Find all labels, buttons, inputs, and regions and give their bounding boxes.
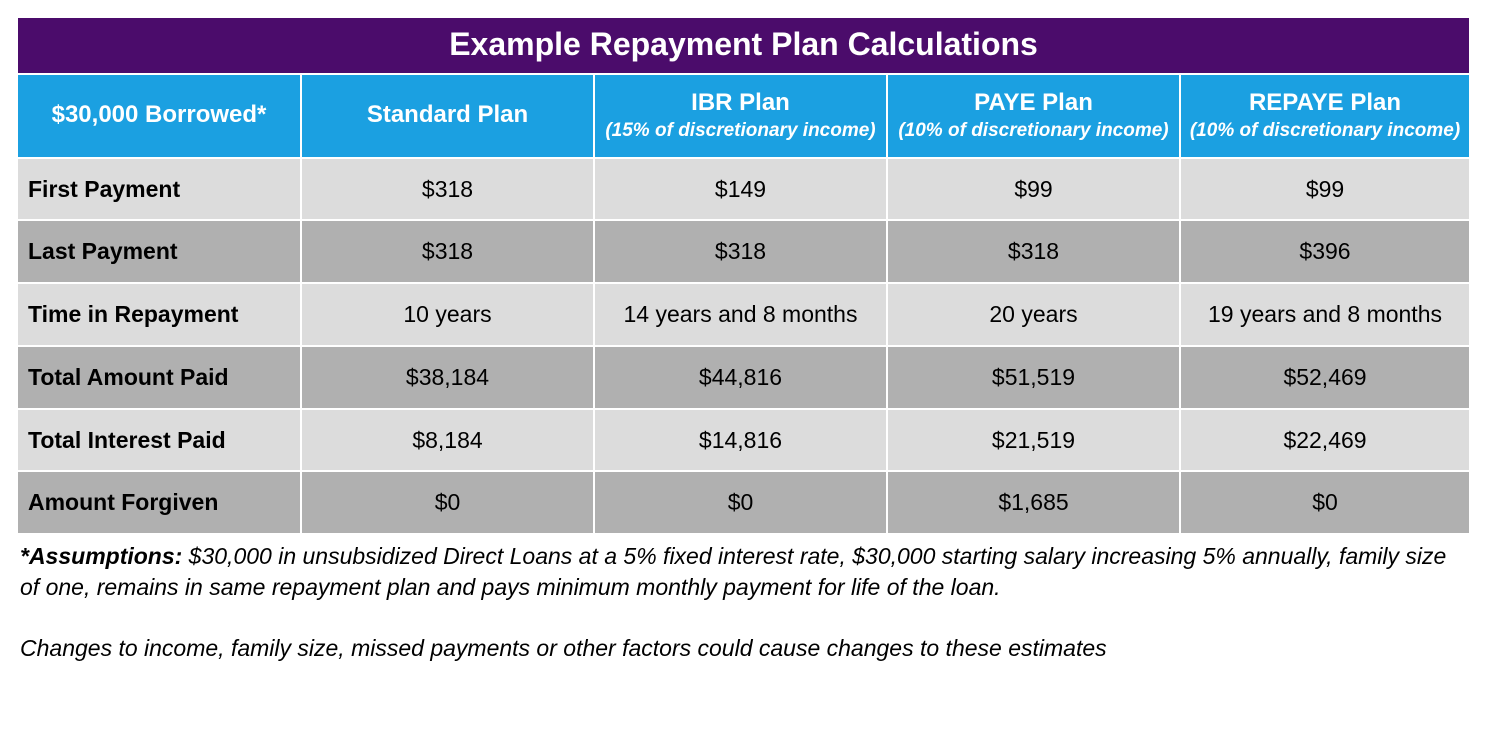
column-header: PAYE Plan (10% of discretionary income) bbox=[887, 74, 1180, 158]
column-header-label: REPAYE Plan bbox=[1249, 89, 1401, 116]
table-row: First Payment$318$149$99$99 bbox=[17, 158, 1470, 221]
repayment-table-container: Example Repayment Plan Calculations $30,… bbox=[16, 16, 1469, 664]
table-cell: $38,184 bbox=[301, 346, 594, 409]
table-cell: 10 years bbox=[301, 283, 594, 346]
title-row: Example Repayment Plan Calculations bbox=[17, 17, 1470, 74]
column-header-label: PAYE Plan bbox=[974, 89, 1093, 116]
table-cell: $99 bbox=[887, 158, 1180, 221]
table-row: Time in Repayment10 years14 years and 8 … bbox=[17, 283, 1470, 346]
row-label: Amount Forgiven bbox=[17, 471, 301, 534]
column-header-sub: (10% of discretionary income) bbox=[896, 120, 1171, 143]
row-label: Total Interest Paid bbox=[17, 409, 301, 472]
row-label: Last Payment bbox=[17, 220, 301, 283]
table-cell: $318 bbox=[301, 220, 594, 283]
table-cell: 14 years and 8 months bbox=[594, 283, 887, 346]
header-row: $30,000 Borrowed* Standard Plan IBR Plan (1… bbox=[17, 74, 1470, 158]
table-cell: $0 bbox=[594, 471, 887, 534]
column-header: IBR Plan (15% of discretionary income) bbox=[594, 74, 887, 158]
table-row: Amount Forgiven$0$0$1,685$0 bbox=[17, 471, 1470, 534]
table-cell: 20 years bbox=[887, 283, 1180, 346]
table-cell: $14,816 bbox=[594, 409, 887, 472]
table-cell: $22,469 bbox=[1180, 409, 1470, 472]
column-header-sub: (10% of discretionary income) bbox=[1189, 120, 1461, 143]
table-title: Example Repayment Plan Calculations bbox=[17, 17, 1470, 74]
column-header: $30,000 Borrowed* bbox=[17, 74, 301, 158]
table-row: Last Payment$318$318$318$396 bbox=[17, 220, 1470, 283]
repayment-table: Example Repayment Plan Calculations $30,… bbox=[16, 16, 1471, 535]
row-label: First Payment bbox=[17, 158, 301, 221]
footnote-label: *Assumptions: bbox=[20, 543, 182, 569]
table-row: Total Amount Paid$38,184$44,816$51,519$5… bbox=[17, 346, 1470, 409]
table-cell: $8,184 bbox=[301, 409, 594, 472]
table-cell: $149 bbox=[594, 158, 887, 221]
table-cell: $99 bbox=[1180, 158, 1470, 221]
footnote-text-1: $30,000 in unsubsidized Direct Loans at … bbox=[20, 543, 1446, 600]
column-header: Standard Plan bbox=[301, 74, 594, 158]
column-header-label: Standard Plan bbox=[367, 101, 528, 128]
column-header-label: $30,000 Borrowed* bbox=[52, 101, 267, 128]
table-cell: $318 bbox=[594, 220, 887, 283]
table-cell: $396 bbox=[1180, 220, 1470, 283]
table-cell: $0 bbox=[1180, 471, 1470, 534]
column-header-label: IBR Plan bbox=[691, 89, 790, 116]
table-cell: $0 bbox=[301, 471, 594, 534]
row-label: Total Amount Paid bbox=[17, 346, 301, 409]
table-cell: $318 bbox=[887, 220, 1180, 283]
table-cell: $21,519 bbox=[887, 409, 1180, 472]
table-row: Total Interest Paid$8,184$14,816$21,519$… bbox=[17, 409, 1470, 472]
table-cell: $44,816 bbox=[594, 346, 887, 409]
table-cell: 19 years and 8 months bbox=[1180, 283, 1470, 346]
table-cell: $1,685 bbox=[887, 471, 1180, 534]
column-header-sub: (15% of discretionary income) bbox=[603, 120, 878, 143]
footnote-gap bbox=[16, 603, 1469, 627]
footnote-assumptions: *Assumptions: $30,000 in unsubsidized Di… bbox=[16, 535, 1469, 603]
table-cell: $318 bbox=[301, 158, 594, 221]
table-cell: $51,519 bbox=[887, 346, 1180, 409]
footnote-changes: Changes to income, family size, missed p… bbox=[16, 627, 1469, 664]
table-cell: $52,469 bbox=[1180, 346, 1470, 409]
column-header: REPAYE Plan (10% of discretionary income) bbox=[1180, 74, 1470, 158]
row-label: Time in Repayment bbox=[17, 283, 301, 346]
